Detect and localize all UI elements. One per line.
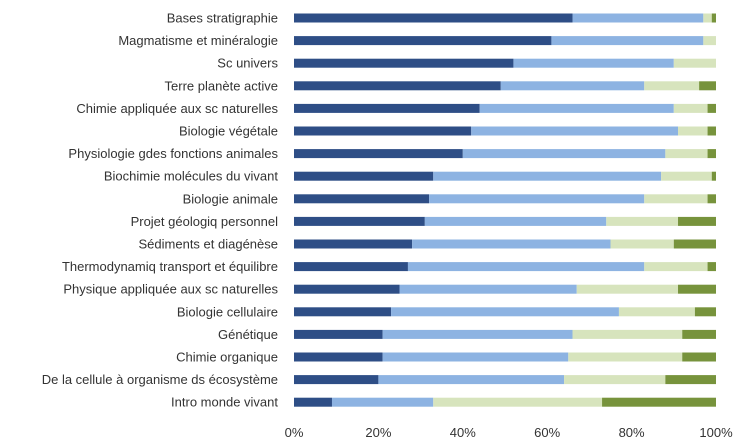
- bar-segment-series-4: [673, 239, 716, 249]
- bar-segment-series-2: [551, 36, 704, 46]
- x-tick-label: 20%: [365, 425, 391, 440]
- category-label: Biologie végétale: [179, 124, 278, 139]
- category-labels: Bases stratigraphie Magmatisme et minéral…: [42, 11, 279, 410]
- bars-layer: [294, 13, 716, 407]
- x-tick-label: 0%: [285, 425, 304, 440]
- x-tick-label: 80%: [619, 425, 645, 440]
- category-label: Bases stratigraphie: [167, 11, 278, 26]
- bar-segment-series-1: [294, 13, 573, 23]
- bar-segment-series-3: [703, 13, 712, 23]
- bar-segment-series-3: [665, 149, 708, 159]
- bar-segment-series-2: [412, 239, 611, 249]
- bar-segment-series-3: [564, 375, 666, 385]
- bar-segment-series-2: [471, 126, 679, 136]
- bar-segment-series-1: [294, 103, 480, 113]
- bar-segment-series-2: [382, 352, 569, 362]
- category-label: Sc univers: [217, 56, 278, 71]
- bar-segment-series-4: [707, 194, 716, 204]
- bar-segment-series-2: [382, 329, 573, 339]
- category-label: Sédiments et diagénèse: [139, 237, 278, 252]
- bar-segment-series-3: [606, 216, 679, 226]
- category-label: Chimie organique: [176, 350, 278, 365]
- bar-segment-series-3: [618, 307, 695, 317]
- bar-segment-series-4: [711, 171, 716, 181]
- bar-segment-series-1: [294, 36, 552, 46]
- x-tick-label: 40%: [450, 425, 476, 440]
- bar-segment-series-3: [661, 171, 712, 181]
- bar-segment-series-1: [294, 194, 430, 204]
- bar-segment-series-2: [424, 216, 607, 226]
- bar-segment-series-1: [294, 81, 501, 91]
- bar-segment-series-4: [707, 103, 716, 113]
- bar-segment-series-2: [407, 262, 645, 272]
- category-label: Biologie animale: [183, 191, 278, 206]
- category-label: Physiologie gdes fonctions animales: [68, 146, 278, 161]
- bar-segment-series-2: [500, 81, 645, 91]
- bar-segment-series-2: [429, 194, 645, 204]
- bar-segment-series-3: [703, 36, 716, 46]
- bar-segment-series-4: [682, 329, 716, 339]
- bar-segment-series-2: [391, 307, 619, 317]
- category-label: De la cellule à organisme ds écosystème: [42, 372, 278, 387]
- bar-segment-series-2: [479, 103, 674, 113]
- bar-segment-series-2: [433, 171, 662, 181]
- bar-segment-series-3: [572, 329, 683, 339]
- x-tick-label: 100%: [699, 425, 733, 440]
- bar-segment-series-2: [513, 58, 674, 68]
- bar-segment-series-3: [644, 262, 708, 272]
- bar-segment-series-1: [294, 126, 472, 136]
- bar-segment-series-3: [433, 397, 603, 407]
- bar-segment-series-1: [294, 397, 332, 407]
- category-label: Génétique: [218, 327, 278, 342]
- bar-segment-series-2: [378, 375, 565, 385]
- bar-segment-series-4: [707, 126, 716, 136]
- bar-segment-series-4: [678, 216, 716, 226]
- bar-segment-series-1: [294, 58, 514, 68]
- category-label: Biologie cellulaire: [177, 304, 278, 319]
- category-label: Terre planète active: [165, 78, 278, 93]
- bar-segment-series-1: [294, 149, 463, 159]
- bar-segment-series-4: [707, 262, 716, 272]
- bar-segment-series-3: [673, 58, 716, 68]
- bar-segment-series-3: [644, 194, 708, 204]
- bar-segment-series-2: [572, 13, 704, 23]
- bar-segment-series-1: [294, 329, 383, 339]
- category-label: Thermodynamiq transport et équilibre: [62, 259, 278, 274]
- bar-segment-series-4: [707, 149, 716, 159]
- bar-segment-series-3: [568, 352, 683, 362]
- category-label: Intro monde vivant: [171, 395, 278, 410]
- category-label: Biochimie molécules du vivant: [104, 169, 279, 184]
- bar-segment-series-1: [294, 262, 408, 272]
- bar-segment-series-4: [682, 352, 716, 362]
- bar-segment-series-4: [665, 375, 716, 385]
- bar-segment-series-1: [294, 216, 425, 226]
- bar-segment-series-4: [694, 307, 716, 317]
- bar-segment-series-4: [711, 13, 716, 23]
- bar-segment-series-2: [462, 149, 666, 159]
- bar-segment-series-3: [576, 284, 679, 294]
- bar-segment-series-4: [602, 397, 716, 407]
- bar-segment-series-1: [294, 307, 392, 317]
- bar-segment-series-4: [678, 284, 716, 294]
- bar-segment-series-1: [294, 352, 383, 362]
- x-axis: 0% 20% 40% 60% 80% 100%: [285, 425, 733, 440]
- bar-segment-series-2: [399, 284, 577, 294]
- x-tick-label: 60%: [534, 425, 560, 440]
- bar-segment-series-1: [294, 239, 413, 249]
- category-label: Magmatisme et minéralogie: [118, 33, 278, 48]
- category-label: Projet géologiq personnel: [131, 214, 279, 229]
- bar-segment-series-2: [331, 397, 434, 407]
- bar-segment-series-3: [644, 81, 700, 91]
- category-label: Chimie appliquée aux sc naturelles: [76, 101, 278, 116]
- bar-segment-series-3: [678, 126, 708, 136]
- bar-segment-series-3: [673, 103, 708, 113]
- bar-segment-series-4: [699, 81, 716, 91]
- bar-segment-series-1: [294, 284, 400, 294]
- bar-segment-series-1: [294, 171, 434, 181]
- bar-segment-series-3: [610, 239, 674, 249]
- bar-segment-series-1: [294, 375, 379, 385]
- category-label: Physique appliquée aux sc naturelles: [63, 282, 278, 297]
